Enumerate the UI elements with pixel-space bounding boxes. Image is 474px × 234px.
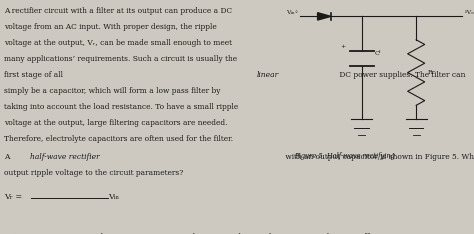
Text: first stage of all: first stage of all	[4, 71, 65, 79]
Text: ◦Vₒᵤₜ: ◦Vₒᵤₜ	[463, 10, 474, 15]
Text: output ripple voltage to the circuit parameters?: output ripple voltage to the circuit par…	[4, 169, 183, 177]
Text: Vᵣ =: Vᵣ =	[4, 193, 22, 201]
Text: DC power supplies. The filter can: DC power supplies. The filter can	[337, 71, 465, 79]
Text: Therefore, electrolyte capacitors are often used for the filter.: Therefore, electrolyte capacitors are of…	[4, 135, 233, 143]
Text: A: A	[4, 153, 11, 161]
Text: taking into account the load resistance. To have a small ripple: taking into account the load resistance.…	[4, 103, 238, 111]
Text: We want to use this circuit to convert a 2kHz, 8V peak-to-peak sine wave with a : We want to use this circuit to convert a…	[38, 233, 380, 234]
Polygon shape	[318, 13, 331, 20]
Text: half-wave rectifier: half-wave rectifier	[30, 153, 100, 161]
Text: Rₗ: Rₗ	[428, 70, 434, 75]
Text: Vᵢₙ: Vᵢₙ	[108, 193, 119, 201]
Text: voltage from an AC input. With proper design, the ripple: voltage from an AC input. With proper de…	[4, 23, 217, 31]
Text: Vᵢₙ◦: Vᵢₙ◦	[286, 10, 298, 15]
Text: voltage at the output, large filtering capacitors are needed.: voltage at the output, large filtering c…	[4, 119, 228, 127]
Text: simply be a capacitor, which will form a low pass filter by: simply be a capacitor, which will form a…	[4, 87, 220, 95]
Text: A rectifier circuit with a filter at its output can produce a DC: A rectifier circuit with a filter at its…	[4, 7, 232, 15]
Text: Cᶠ: Cᶠ	[375, 51, 381, 56]
Text: linear: linear	[257, 71, 279, 79]
Text: with an output capacitor is shown in Figure 5. What is the formula to calculate : with an output capacitor is shown in Fig…	[283, 153, 474, 161]
Text: many applications’ requirements. Such a circuit is usually the: many applications’ requirements. Such a …	[4, 55, 237, 63]
Text: Figure 5. Half-wave rectifying: Figure 5. Half-wave rectifying	[294, 152, 395, 160]
Text: ➡: ➡	[9, 231, 16, 234]
Text: +: +	[340, 44, 346, 49]
Text: voltage at the output, Vᵣ, can be made small enough to meet: voltage at the output, Vᵣ, can be made s…	[4, 39, 232, 47]
